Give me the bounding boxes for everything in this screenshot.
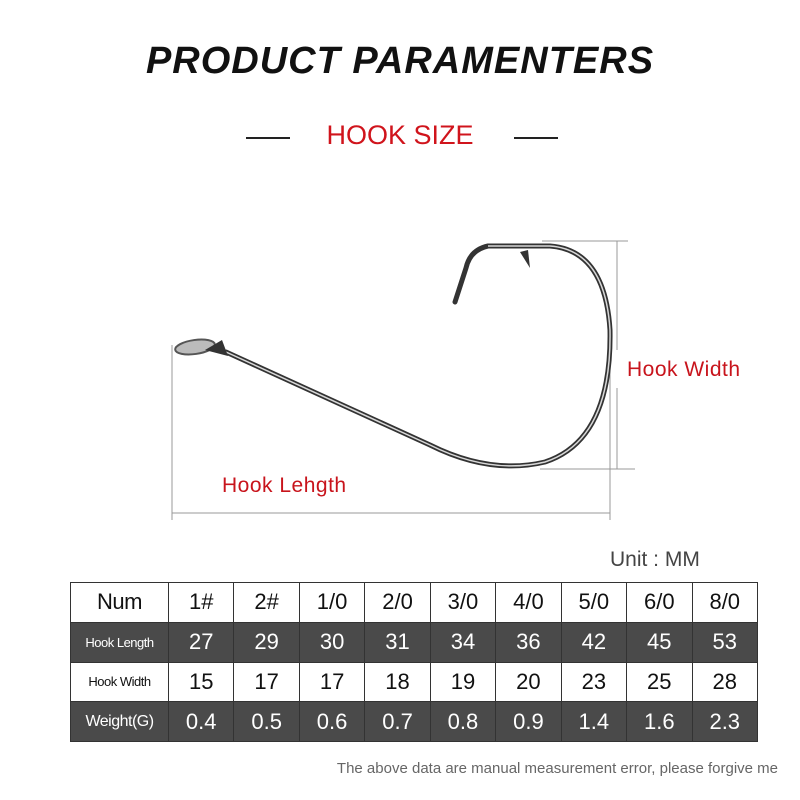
- table-cell: 0.4: [167, 701, 235, 742]
- table-cell: 0.9: [495, 701, 562, 742]
- hook-length-label: Hook Lehgth: [222, 474, 347, 497]
- table-cell: 17: [233, 661, 300, 703]
- table-cell: 53: [691, 621, 758, 663]
- table-cell: 0.8: [429, 701, 497, 742]
- section-subtitle: HOOK SIZE: [326, 120, 474, 150]
- page-title: PRODUCT PARAMENTERS: [145, 40, 655, 82]
- table-cell: 25: [626, 661, 693, 703]
- divider-left: [246, 137, 290, 139]
- dimension-lines: [171, 240, 635, 520]
- hook-diagram: [171, 240, 635, 520]
- divider-right: [514, 137, 558, 139]
- table-header-cell: 5/0: [560, 582, 628, 623]
- table-header-cell: 1/0: [298, 582, 366, 623]
- table-cell: 19: [429, 661, 497, 703]
- table-header-cell: 1#: [167, 582, 235, 623]
- table-row: Weight(G) 0.4 0.5 0.6 0.7 0.8 0.9 1.4 1.…: [70, 701, 758, 742]
- table-header-cell: 2/0: [364, 582, 431, 623]
- table-cell: 0.7: [364, 701, 431, 742]
- table-header-cell: 3/0: [429, 582, 497, 623]
- table-row: Hook Width 15 17 17 18 19 20 23 25 28: [70, 661, 758, 703]
- table-cell: 20: [495, 661, 562, 703]
- unit-label: Unit : MM: [610, 548, 700, 571]
- table-cell: 0.5: [233, 701, 300, 742]
- hook-width-label: Hook Width: [627, 358, 741, 381]
- table-header-cell: 6/0: [626, 582, 693, 623]
- table-cell: 17: [298, 661, 366, 703]
- table-cell: 42: [560, 621, 628, 663]
- table-cell: 30: [298, 621, 366, 663]
- size-table: Num 1# 2# 1/0 2/0 3/0 4/0 5/0 6/0 8/0 Ho…: [70, 582, 758, 742]
- table-cell: 27: [167, 621, 235, 663]
- table-cell: 31: [364, 621, 431, 663]
- table-header-cell: 2#: [233, 582, 300, 623]
- row-label: Hook Length: [70, 621, 169, 663]
- table-header-row: Num 1# 2# 1/0 2/0 3/0 4/0 5/0 6/0 8/0: [70, 582, 758, 623]
- table-cell: 15: [167, 661, 235, 703]
- table-cell: 34: [429, 621, 497, 663]
- table-row: Hook Length 27 29 30 31 34 36 42 45 53: [70, 621, 758, 663]
- row-label: Hook Width: [70, 661, 169, 703]
- disclaimer-note: The above data are manual measurement er…: [336, 760, 778, 777]
- table-cell: 23: [560, 661, 628, 703]
- table-cell: 36: [495, 621, 562, 663]
- table-header-cell: 4/0: [495, 582, 562, 623]
- table-cell: 0.6: [298, 701, 366, 742]
- hook-icon: [174, 243, 613, 469]
- table-cell: 45: [626, 621, 693, 663]
- table-header-cell: Num: [70, 582, 169, 623]
- table-cell: 18: [364, 661, 431, 703]
- row-label: Weight(G): [70, 701, 169, 742]
- table-cell: 1.6: [626, 701, 693, 742]
- table-cell: 1.4: [560, 701, 628, 742]
- table-cell: 28: [691, 661, 758, 703]
- table-cell: 29: [233, 621, 300, 663]
- table-cell: 2.3: [691, 701, 758, 742]
- table-header-cell: 8/0: [691, 582, 758, 623]
